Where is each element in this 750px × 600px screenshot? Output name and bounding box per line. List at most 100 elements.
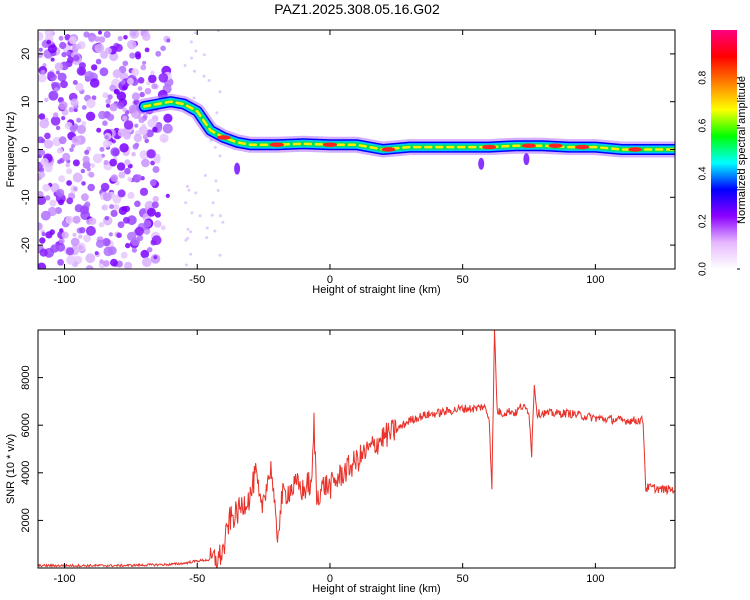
ridge-peak [381, 147, 396, 152]
noise-blob [79, 227, 86, 234]
noise-blob [56, 188, 65, 198]
noise-blob [155, 50, 162, 57]
noise-blob [113, 88, 120, 95]
noise-blob [58, 101, 68, 110]
noise-blob [108, 232, 113, 237]
noise-blob [38, 171, 46, 178]
noise-blob [44, 97, 49, 103]
noise-blob [88, 217, 97, 225]
noise-blob [80, 168, 86, 174]
noise-blob [54, 87, 59, 92]
noise-blob [150, 70, 155, 76]
colorbar-tick-label: 0.2 [698, 214, 709, 228]
noise-blob [117, 128, 127, 137]
noise-blob [38, 113, 46, 120]
colorbar-gradient [711, 30, 737, 269]
noise-blob [44, 164, 53, 173]
noise-blob [69, 125, 77, 133]
noise-blob [122, 115, 128, 121]
noise-blob [134, 226, 144, 236]
noise-blob [117, 102, 125, 110]
noise-blob [82, 155, 90, 163]
noise-blob [147, 118, 157, 128]
noise-blob [107, 246, 117, 256]
noise-blob [99, 67, 109, 77]
noise-blob [39, 248, 48, 257]
x-tick-label: -100 [54, 274, 76, 286]
noise-blob [81, 121, 87, 126]
noise-blob [85, 253, 96, 264]
noise-blob [213, 145, 217, 149]
noise-blob [47, 71, 55, 79]
noise-blob [84, 149, 90, 155]
noise-blob [183, 64, 187, 67]
noise-blob [139, 187, 149, 196]
x-tick-label: 0 [327, 573, 333, 585]
noise-blob [68, 36, 77, 45]
noise-blob [53, 112, 59, 118]
noise-blob [85, 111, 96, 122]
noise-blob [95, 58, 102, 65]
noise-blob [83, 234, 91, 243]
noise-blob [81, 105, 87, 110]
noise-blob [137, 77, 145, 84]
noise-blob [110, 209, 118, 217]
chart-title: PAZ1.2025.308.05.16.G02 [274, 1, 440, 17]
noise-blob [207, 79, 211, 82]
colorbar-tick-label: 0.8 [698, 70, 709, 84]
noise-blob [90, 163, 96, 168]
noise-blob [215, 111, 219, 115]
noise-blob [131, 151, 136, 157]
x-tick-label: 100 [586, 573, 604, 585]
noise-blob [86, 98, 96, 109]
noise-blob [55, 125, 61, 131]
noise-blob [140, 30, 149, 38]
noise-blob [69, 147, 74, 153]
noise-blob [50, 116, 61, 126]
noise-blob [100, 182, 110, 192]
noise-blob [70, 98, 79, 107]
noise-blob [147, 207, 156, 217]
noise-blob [146, 149, 156, 159]
noise-blob [103, 192, 112, 202]
noise-blob [71, 135, 82, 146]
noise-blob [120, 251, 128, 259]
noise-blob [105, 98, 111, 105]
noise-blob [49, 229, 55, 235]
noise-blob [160, 45, 166, 52]
noise-blob [72, 80, 78, 85]
y-tick-label: 0 [20, 146, 32, 152]
noise-blob [141, 123, 147, 129]
colorbar-tick-label: 0.6 [698, 118, 709, 132]
noise-blob [76, 124, 86, 134]
noise-blob [73, 186, 78, 191]
noise-blob [81, 181, 86, 186]
noise-blob [131, 247, 137, 253]
noise-blob [140, 64, 147, 71]
noise-blob [72, 232, 77, 237]
ridge-peak [575, 144, 590, 150]
noise-blob [189, 40, 193, 44]
noise-blob [141, 257, 152, 267]
noise-blob [186, 184, 189, 188]
noise-blob [55, 70, 61, 75]
y-tick-label: 10 [20, 96, 32, 108]
noise-blob [50, 183, 60, 193]
noise-blob [202, 53, 206, 57]
noise-blob [58, 35, 64, 41]
noise-blob [184, 238, 188, 242]
noise-blob [98, 30, 102, 35]
noise-blob [144, 47, 150, 53]
y-tick-label: 4000 [20, 461, 32, 485]
noise-blob [50, 57, 55, 62]
ridge-peak [628, 147, 643, 152]
ridge-outer [138, 96, 675, 155]
ridge-dip [478, 157, 485, 170]
noise-blob [65, 247, 75, 256]
colorbar-tick-label: 0.0 [698, 262, 709, 276]
noise-blob [82, 160, 91, 169]
noise-blob [102, 238, 111, 247]
noise-blob [153, 220, 162, 228]
noise-blob [66, 50, 71, 56]
noise-blob [46, 39, 52, 45]
